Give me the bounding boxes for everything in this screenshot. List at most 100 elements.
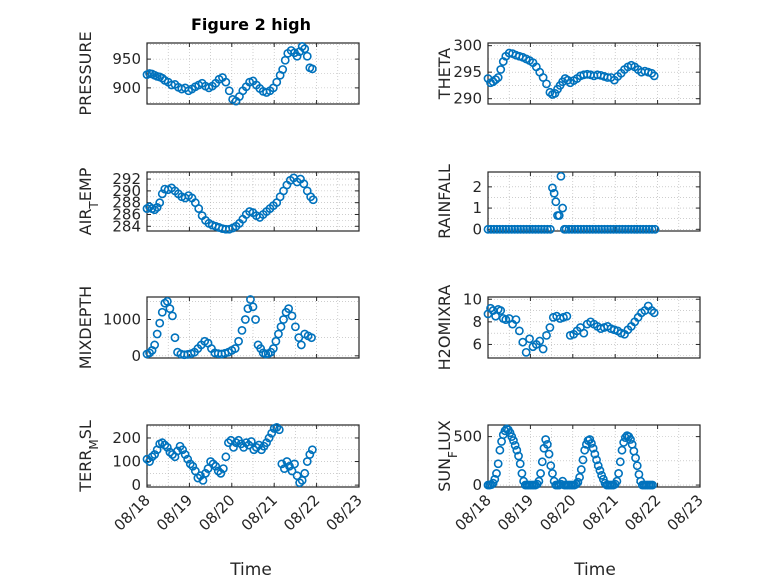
data-point [588, 443, 598, 453]
axes-frame-sun_flux [487, 424, 701, 488]
data-point [617, 445, 627, 455]
data-point [145, 457, 154, 466]
data-point [150, 205, 160, 215]
data-point [496, 306, 506, 315]
data-point [542, 331, 551, 340]
data-point [299, 179, 309, 189]
data-point [519, 224, 529, 234]
series-theta [483, 48, 659, 99]
data-point [256, 344, 266, 353]
data-point [162, 296, 172, 306]
data-point [536, 469, 545, 478]
data-point [612, 224, 621, 234]
data-point [234, 336, 243, 346]
data-point [246, 437, 256, 446]
data-point [173, 446, 182, 456]
data-point [558, 203, 568, 213]
series-sun_flux [483, 424, 657, 490]
data-point [629, 224, 639, 234]
data-point [501, 224, 511, 234]
y-tick-label: 500 [453, 428, 482, 446]
data-point [548, 183, 557, 193]
y-tick-label: 100 [112, 453, 141, 471]
data-point [531, 224, 540, 234]
data-point [157, 189, 167, 199]
y-axis-label-pressure: PRESSURE [76, 31, 95, 115]
data-point [615, 224, 624, 234]
data-point [567, 224, 577, 234]
data-point [576, 224, 586, 234]
data-point [290, 459, 299, 469]
data-point [183, 454, 193, 464]
data-point [284, 304, 294, 314]
series-terr_msl [142, 422, 317, 488]
data-point [271, 336, 281, 346]
y-tick-label: 0 [131, 476, 141, 494]
data-point [155, 198, 165, 208]
data-point [538, 344, 548, 354]
data-point [268, 344, 278, 353]
grid-pressure [147, 43, 359, 104]
data-point [279, 315, 288, 324]
data-point [307, 333, 316, 343]
axes-frame-pressure [146, 42, 360, 105]
data-point [218, 464, 228, 474]
data-point [248, 302, 258, 312]
data-point [525, 224, 534, 234]
y-tick-label: 300 [453, 37, 482, 55]
data-point [486, 224, 496, 234]
data-point [597, 224, 607, 234]
axes-frame-rainfall [487, 171, 701, 232]
data-point [152, 202, 162, 212]
data-point [243, 304, 253, 314]
data-point [626, 224, 636, 234]
data-point [142, 454, 152, 464]
data-point [295, 478, 305, 488]
data-point [251, 315, 260, 324]
y-tick-label: 288 [112, 194, 141, 212]
data-point [573, 224, 583, 234]
y-tick-label: 900 [112, 79, 141, 97]
y-axis-label-sun_flux: SUNFLUX [435, 420, 460, 492]
y-tick-label: 0 [472, 476, 482, 494]
series-rainfall [483, 171, 660, 234]
data-point [170, 333, 180, 343]
data-point [162, 442, 172, 452]
data-point [277, 459, 287, 469]
data-point [545, 224, 555, 234]
data-point [575, 472, 584, 482]
data-point [514, 451, 523, 461]
data-point [570, 224, 580, 234]
data-point [305, 450, 315, 459]
data-point [185, 459, 195, 469]
data-point [216, 468, 226, 478]
data-point [514, 326, 524, 336]
data-point [254, 440, 264, 450]
data-point [593, 461, 603, 471]
data-point [512, 445, 522, 455]
data-point [556, 171, 566, 181]
axes-frame-theta [487, 42, 701, 105]
data-point [612, 476, 622, 486]
y-tick-label: 292 [112, 170, 141, 188]
data-point [541, 435, 551, 444]
grid-h2omixra [488, 297, 700, 358]
data-point [535, 336, 545, 346]
data-point [635, 224, 645, 234]
data-point [528, 224, 537, 234]
y-tick-label: 6 [472, 335, 482, 353]
data-point [537, 224, 546, 234]
data-point [525, 334, 534, 344]
y-tick-label: 2 [472, 178, 482, 196]
y-tick-label: 200 [112, 429, 141, 447]
data-point [554, 211, 564, 220]
data-point [165, 304, 175, 314]
data-point [606, 224, 615, 234]
data-point [145, 348, 154, 358]
data-point [274, 329, 283, 339]
y-tick-label: 0 [131, 347, 141, 365]
subplot-rainfall: 0 1 2 RAINFALL [435, 164, 701, 239]
y-axis-label-rainfall: RAINFALL [435, 164, 454, 239]
